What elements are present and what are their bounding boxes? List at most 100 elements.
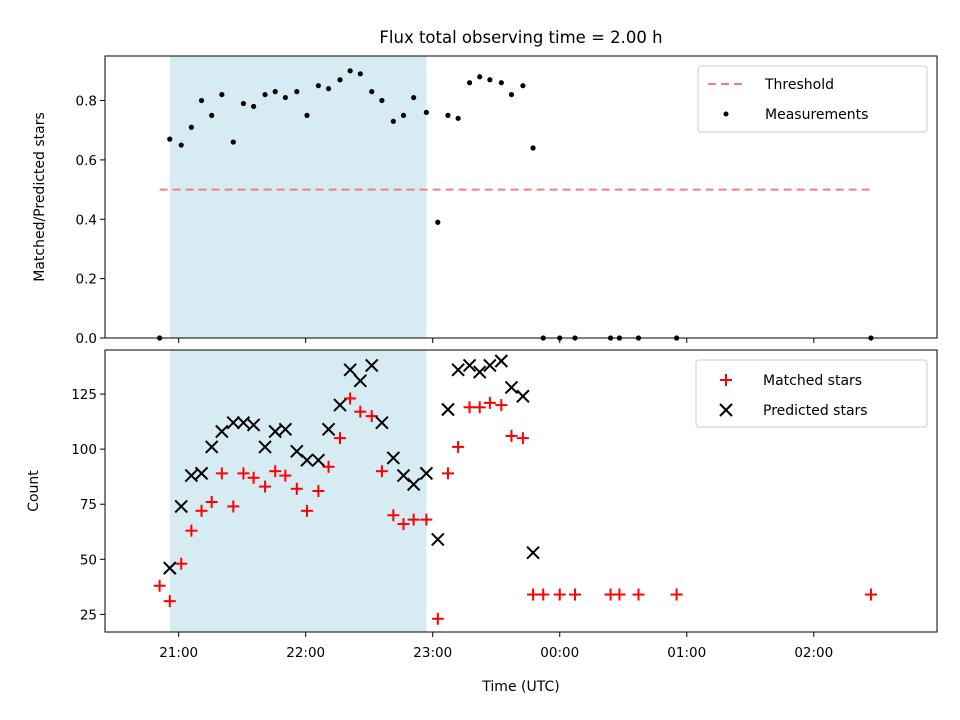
measurement-point xyxy=(520,83,526,89)
x-tick-label: 00:00 xyxy=(540,645,579,661)
matched-stars-point xyxy=(452,440,465,453)
legend-matched-swatch xyxy=(720,374,732,386)
matched-stars-point xyxy=(483,396,496,409)
predicted-stars-point xyxy=(353,374,368,388)
matched-stars-point xyxy=(195,504,208,517)
predicted-stars-point xyxy=(321,422,336,437)
measurement-point xyxy=(315,83,321,89)
bottom-legend: Matched stars Predicted stars xyxy=(695,359,928,428)
matched-stars-point xyxy=(397,518,410,531)
top-panel: 0.00.20.40.60.8 Matched/Predicted stars … xyxy=(32,55,938,347)
x-tick-label: 01:00 xyxy=(667,645,706,661)
top-x-ticks xyxy=(178,338,815,343)
bottom-panel-marks xyxy=(153,354,877,625)
bottom-legend-box xyxy=(695,359,928,428)
matched-stars-point xyxy=(259,480,272,493)
predicted-stars-point xyxy=(333,398,347,412)
legend-predicted-label: Predicted stars xyxy=(763,403,868,419)
predicted-stars-point xyxy=(419,466,434,481)
matched-stars-point xyxy=(864,588,877,601)
predicted-stars-point xyxy=(431,532,445,547)
matched-stars-point xyxy=(163,595,176,608)
measurement-point xyxy=(198,97,205,104)
observing-span-shade xyxy=(169,350,427,632)
predicted-stars-point xyxy=(386,451,401,465)
matched-stars-point xyxy=(670,588,683,601)
matched-stars-point xyxy=(553,588,566,601)
matched-stars-point xyxy=(516,432,529,445)
matched-stars-point xyxy=(215,467,228,480)
measurement-point xyxy=(325,86,332,92)
predicted-stars-point xyxy=(473,365,487,379)
predicted-stars-point xyxy=(268,424,282,439)
y-tick-label: 0.6 xyxy=(76,153,97,169)
matched-stars-point xyxy=(185,524,198,537)
predicted-stars-point xyxy=(516,389,530,403)
matched-stars-point xyxy=(290,482,303,495)
measurement-point xyxy=(466,80,473,86)
y-tick-label: 0.0 xyxy=(76,331,97,347)
bottom-panel: 25 50 75 100 125 21:00 22:00 23:00 00:00 01:00 02… xyxy=(26,349,938,695)
matched-stars-point xyxy=(153,579,166,592)
measurement-point xyxy=(230,139,236,145)
matched-stars-point xyxy=(387,509,400,522)
top-panel-marks xyxy=(157,68,874,341)
legend-matched-label: Matched stars xyxy=(763,373,862,389)
matched-stars-point xyxy=(431,612,444,625)
top-panel-frame xyxy=(104,55,938,339)
matched-stars-point xyxy=(420,513,433,526)
predicted-stars-point xyxy=(441,402,455,417)
measurement-point xyxy=(294,89,300,95)
x-tick-label: 22:00 xyxy=(286,645,325,661)
predicted-stars-point xyxy=(174,499,188,514)
measurement-point xyxy=(498,80,504,86)
bottom-panel-frame xyxy=(104,349,938,633)
matched-stars-point xyxy=(441,467,454,480)
measurement-point xyxy=(167,136,173,142)
measurement-point xyxy=(400,112,407,118)
predicted-stars-point xyxy=(278,422,293,437)
measurement-point xyxy=(379,97,385,104)
matched-stars-point xyxy=(354,405,367,418)
matched-stars-point xyxy=(344,392,357,405)
predicted-stars-point xyxy=(226,415,241,430)
measurement-point xyxy=(178,142,184,148)
measurement-point xyxy=(357,71,363,77)
y-tick-label: 0.8 xyxy=(76,94,97,110)
x-tick-label: 02:00 xyxy=(794,645,833,661)
matched-stars-point xyxy=(407,513,420,526)
predicted-stars-point xyxy=(204,440,219,454)
matched-stars-point xyxy=(227,500,240,513)
predicted-stars-point xyxy=(215,424,229,439)
matched-stars-point xyxy=(613,588,626,601)
predicted-stars-point xyxy=(246,418,261,432)
matched-stars-point xyxy=(333,432,346,445)
measurement-point xyxy=(390,118,396,124)
predicted-stars-point xyxy=(236,415,251,430)
x-axis-label: Time (UTC) xyxy=(481,679,559,695)
measurement-point xyxy=(272,89,278,95)
measurement-point xyxy=(411,94,417,101)
y-tick-label: 50 xyxy=(80,552,97,568)
predicted-stars-point xyxy=(194,466,209,481)
measurement-point xyxy=(477,74,483,80)
measurement-point xyxy=(508,91,515,98)
matched-stars-point xyxy=(279,469,292,482)
predicted-stars-point xyxy=(300,453,314,467)
y-tick-label: 0.2 xyxy=(76,272,97,288)
measurement-point xyxy=(369,89,375,95)
bottom-x-ticks: 21:00 22:00 23:00 00:00 01:00 02:00 xyxy=(159,632,833,661)
legend-measurements-label: Measurements xyxy=(765,107,868,123)
predicted-stars-point xyxy=(375,415,389,430)
matched-stars-point xyxy=(537,588,550,601)
measurement-point xyxy=(219,91,225,98)
measurement-point xyxy=(304,112,310,118)
measurement-point xyxy=(337,77,343,83)
measurement-point xyxy=(445,112,451,118)
matched-stars-point xyxy=(247,471,260,484)
matched-stars-point xyxy=(505,429,518,442)
measurement-point xyxy=(188,124,194,130)
top-y-axis-label: Matched/Predicted stars xyxy=(32,112,48,282)
matched-stars-point xyxy=(473,401,486,414)
